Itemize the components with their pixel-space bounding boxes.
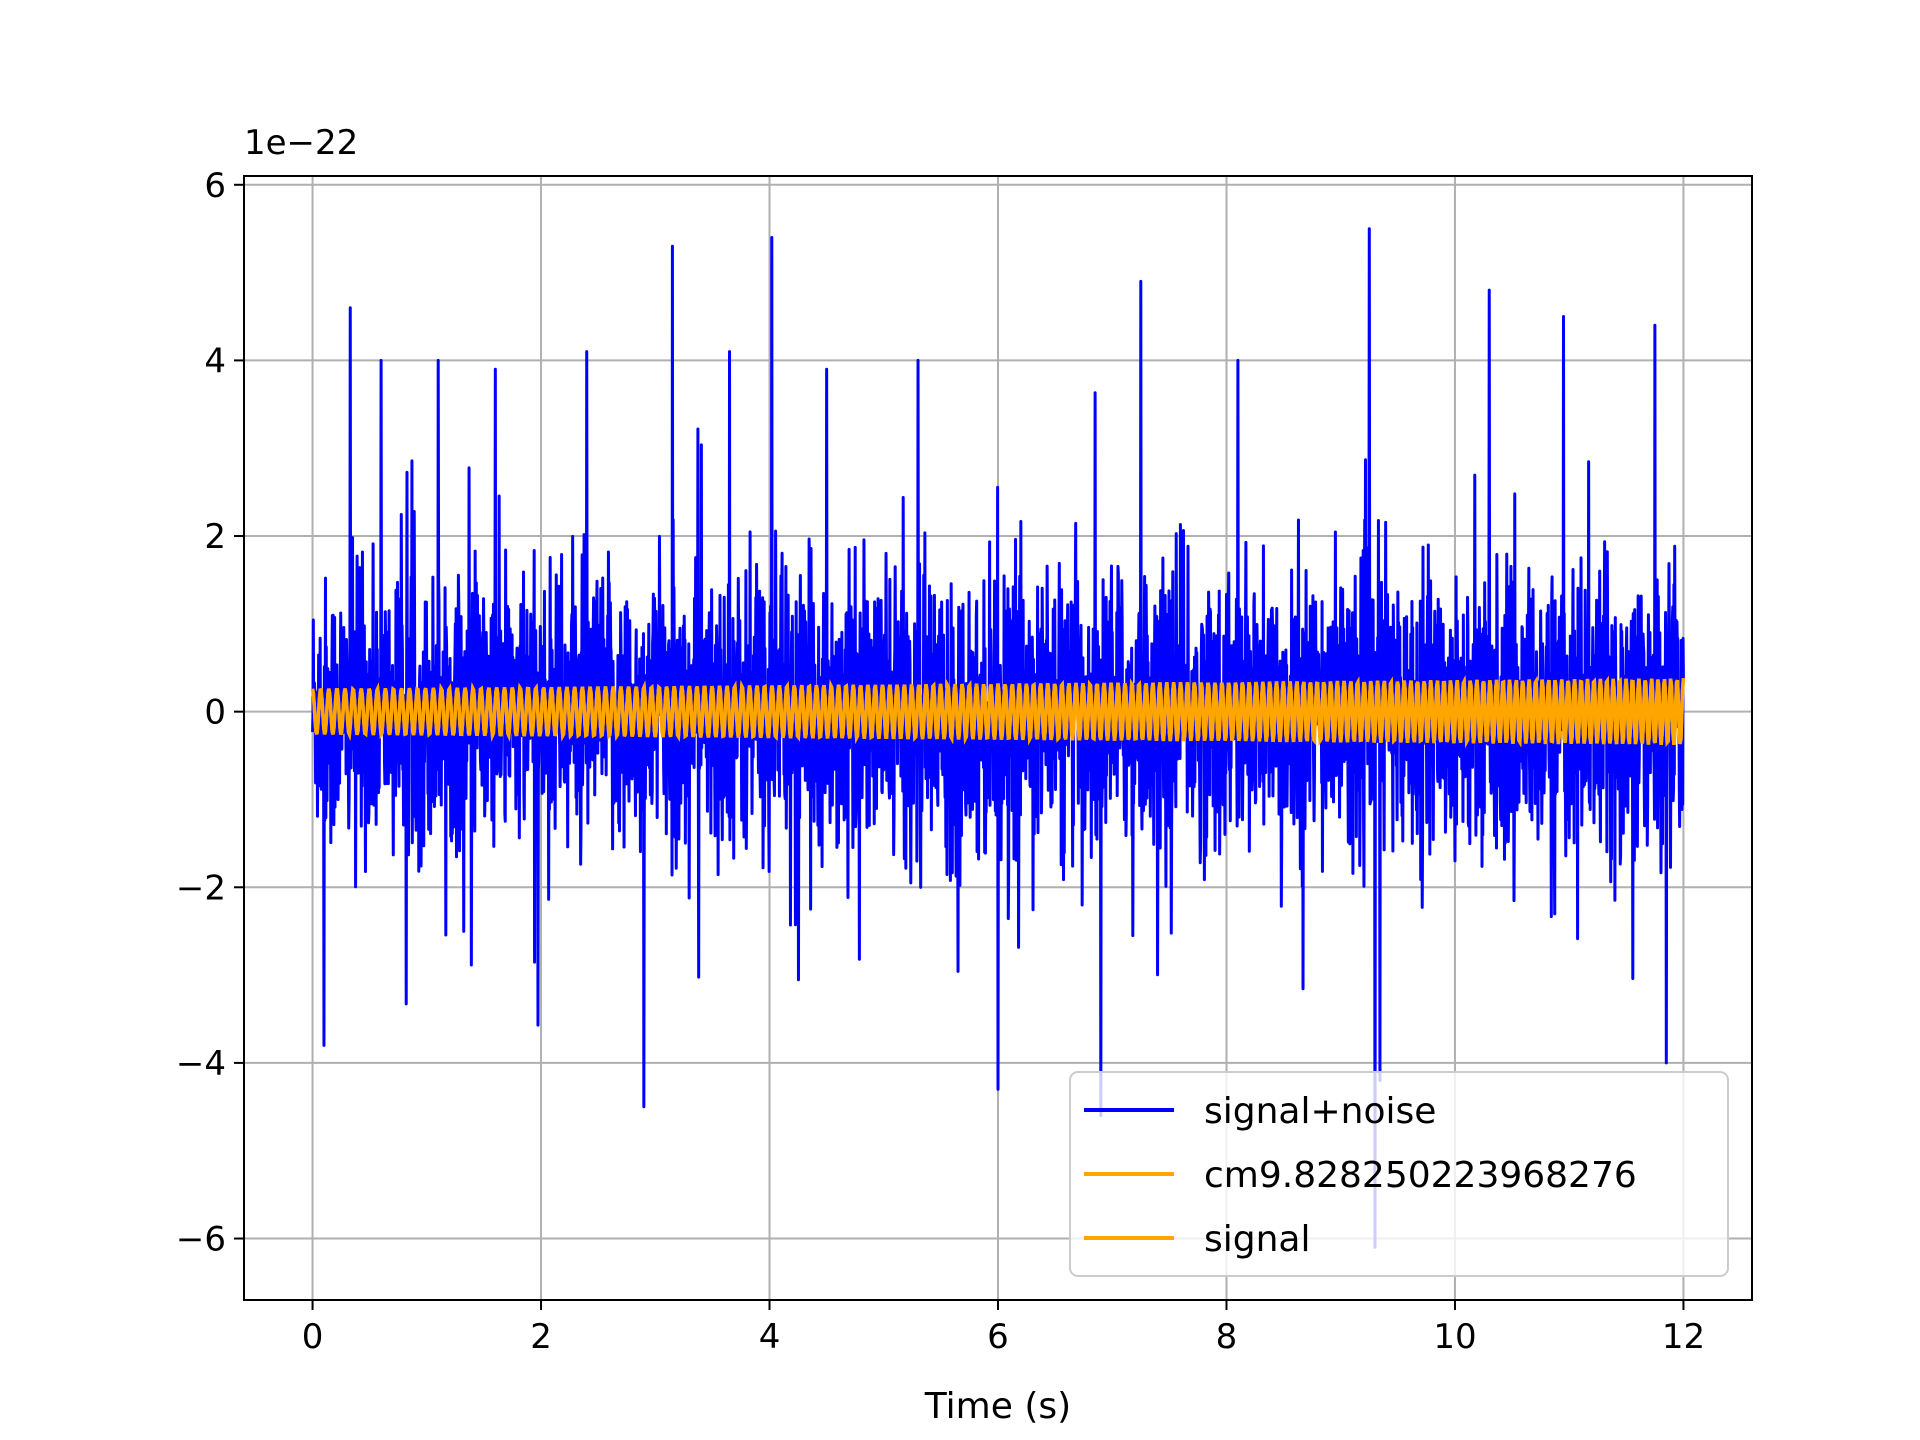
x-tick-label: 0 — [302, 1317, 324, 1357]
y-tick-label: −4 — [176, 1044, 226, 1084]
y-tick-label: 6 — [204, 166, 226, 206]
x-tick-label: 4 — [759, 1317, 781, 1357]
x-axis-label: Time (s) — [924, 1386, 1071, 1427]
y-tick-label: −6 — [176, 1220, 226, 1260]
series-signal-line — [310, 675, 1686, 748]
series-layer — [310, 227, 1686, 1249]
y-tick-label: −2 — [176, 868, 226, 908]
y-tick-label: 0 — [204, 693, 226, 733]
x-tick-label: 8 — [1216, 1317, 1238, 1357]
x-tick-label: 2 — [530, 1317, 552, 1357]
y-axis-ticks: −6 −4 −2 0 2 4 6 — [176, 166, 244, 1260]
y-tick-label: 2 — [204, 517, 226, 557]
x-tick-label: 10 — [1433, 1317, 1476, 1357]
legend-label: signal+noise — [1204, 1091, 1436, 1132]
y-tick-label: 4 — [204, 341, 226, 381]
legend-label: cm9.828250223968276 — [1204, 1155, 1637, 1196]
legend-box — [1069, 1071, 1729, 1277]
x-axis-ticks: 0 2 4 6 8 10 12 — [302, 1300, 1705, 1357]
y-offset-label: 1e−22 — [244, 123, 358, 163]
legend-label: signal — [1204, 1219, 1311, 1260]
x-tick-label: 6 — [987, 1317, 1009, 1357]
legend: signal+noise cm9.828250223968276 signal — [1069, 1071, 1729, 1277]
x-tick-label: 12 — [1662, 1317, 1705, 1357]
